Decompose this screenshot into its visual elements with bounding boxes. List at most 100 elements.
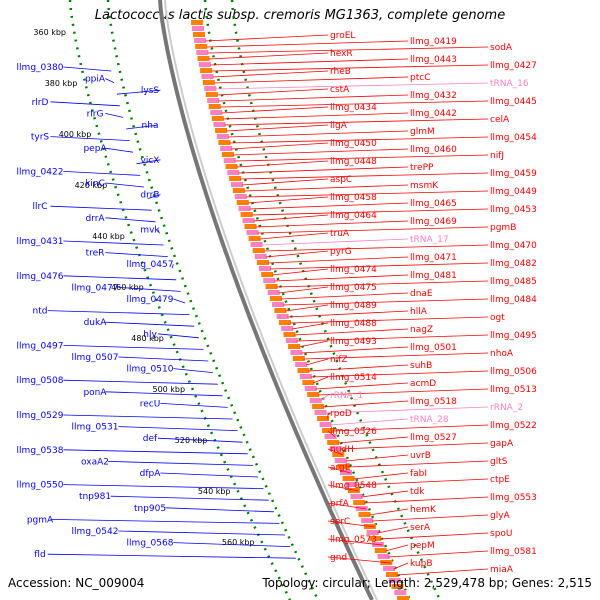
gene-connector-forward: [379, 532, 489, 540]
gene-label-forward: tRNA_17: [410, 235, 449, 245]
gene-label-forward: llmg_0445: [490, 97, 537, 107]
gene-label-forward: aspC: [330, 175, 352, 185]
gene-connector-forward: [261, 238, 409, 246]
gene-label-reverse: llmg_0508: [17, 376, 64, 386]
feature-block: [385, 572, 398, 577]
gene-connector-forward: [322, 400, 409, 408]
gene-connector-forward: [363, 496, 489, 504]
gene-label-reverse: ppiA: [85, 75, 106, 85]
gene-label-forward: hemK: [410, 505, 437, 515]
gene-connector-forward: [272, 268, 329, 276]
feature-block: [366, 530, 379, 535]
genome-backbone: [68, 0, 442, 600]
gene-connector-forward: [348, 460, 489, 468]
feature-block: [369, 536, 382, 541]
accession-text: Accession: NC_009004: [8, 576, 145, 590]
gene-label-forward: llmg_0459: [490, 169, 537, 179]
gene-label-reverse: ponA: [83, 388, 107, 398]
kbp-tick-label: 420 kbp: [75, 181, 108, 190]
gene-label-reverse: treR: [86, 249, 105, 259]
gene-connector-reverse: [173, 542, 291, 547]
gene-label-forward: llmg_0443: [410, 55, 457, 65]
gene-connector-forward: [229, 136, 489, 144]
gene-label-forward: suhB: [410, 361, 432, 371]
gene-connector-forward: [212, 70, 329, 78]
gene-label-forward: llmg_0526: [330, 427, 377, 437]
gene-connector-forward: [371, 514, 489, 522]
gene-connector-forward: [236, 160, 329, 168]
feature-block: [319, 422, 332, 427]
gene-label-forward: llmg_0442: [410, 109, 457, 119]
feature-block: [210, 110, 223, 115]
genome-summary: Topology: circular; Length: 2,529,478 bp…: [262, 576, 592, 590]
gene-label-forward: llmg_0506: [490, 367, 537, 377]
feature-block: [248, 236, 261, 241]
gene-connector-reverse: [105, 321, 195, 327]
gene-label-forward: ptcC: [410, 73, 430, 83]
gene-label-forward: llmg_0481: [410, 271, 457, 281]
gene-connector-reverse: [63, 171, 141, 176]
gene-connector-forward: [274, 274, 409, 282]
feature-block: [261, 272, 274, 277]
gene-label-reverse: llrC: [33, 202, 48, 212]
gene-label-forward: acmD: [410, 379, 436, 389]
gene-connector-forward: [340, 442, 489, 450]
gene-label-reverse: dukA: [84, 318, 108, 328]
gene-label-reverse: drrB: [140, 191, 159, 201]
feature-block: [329, 446, 342, 451]
gene-connector-forward: [327, 520, 375, 528]
gene-label-forward: llmg_0553: [490, 493, 537, 503]
gene-label-forward: rRNA_2: [490, 403, 523, 413]
gene-label-forward: llmg_0495: [490, 331, 537, 341]
gene-connector-forward: [255, 220, 409, 228]
gene-label-forward: uvrB: [410, 451, 431, 461]
gene-connector-forward: [224, 118, 489, 126]
feature-block: [227, 170, 240, 175]
gene-connector-forward: [305, 358, 329, 366]
gene-label-reverse: fld: [34, 550, 45, 560]
feature-block: [202, 80, 215, 85]
feature-block: [231, 182, 243, 187]
gene-connector-reverse: [105, 391, 223, 397]
gene-connector-reverse: [47, 553, 296, 559]
gene-connector-reverse: [165, 507, 275, 513]
gene-connector-forward: [388, 550, 489, 558]
feature-block: [299, 374, 312, 379]
feature-block: [345, 482, 358, 487]
gene-label-forward: llmg_0485: [490, 277, 537, 287]
gene-label-forward: groEL: [330, 31, 355, 41]
gene-label-reverse: drrA: [85, 214, 105, 224]
feature-block: [391, 584, 404, 589]
gene-label-forward: hllA: [410, 307, 428, 317]
gene-connector-forward: [310, 370, 489, 378]
gene-label-forward: ligA: [330, 121, 348, 131]
gene-connector-forward: [308, 364, 409, 372]
feature-block: [350, 494, 363, 499]
gene-label-forward: kupB: [410, 559, 433, 569]
kbp-tick-label: 520 kbp: [175, 436, 208, 445]
kbp-tick-label: 400 kbp: [59, 130, 92, 139]
gene-connector-forward: [238, 166, 409, 174]
gene-connector-forward: [312, 376, 329, 384]
gene-connector-forward: [208, 52, 329, 60]
feature-block: [232, 188, 245, 193]
kbp-tick-label: 500 kbp: [152, 385, 185, 394]
gene-label-forward: llmg_0464: [330, 211, 377, 221]
gene-labels: llmg_0380ppiAlysSrlrDrlrGnhatyrSpepAvicX…: [17, 31, 537, 576]
gene-connector-forward: [269, 262, 489, 270]
gene-connector-reverse: [118, 356, 209, 362]
gene-connector-forward: [241, 178, 329, 186]
gene-label-forward: llmg_0434: [330, 103, 377, 113]
gene-label-forward: tRNA_16: [490, 79, 529, 89]
gene-label-reverse: mvk: [140, 225, 160, 235]
gene-connector-forward: [327, 502, 367, 510]
gene-connector-forward: [303, 352, 489, 360]
gene-connector-reverse: [107, 461, 253, 466]
gene-connector-reverse: [116, 89, 161, 95]
feature-block: [324, 434, 337, 439]
gene-connector-forward: [301, 346, 409, 354]
feature-block: [342, 476, 355, 481]
gene-connector-reverse: [50, 136, 130, 141]
gene-label-forward: pyrG: [330, 247, 352, 257]
feature-block: [200, 68, 213, 73]
